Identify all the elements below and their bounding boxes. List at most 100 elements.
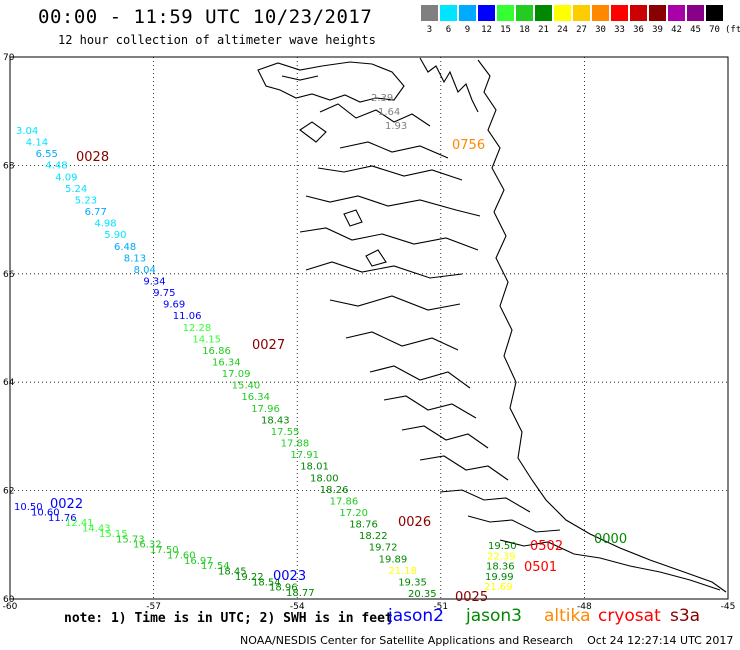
pass-time-label: 0027 [252, 338, 285, 353]
scale-label: 70 [709, 25, 720, 35]
map-frame [9, 56, 729, 600]
wave-height-value: 17.86 [330, 496, 359, 507]
scale-label: 3 [426, 25, 433, 35]
latitude-tick-label: 68 [3, 161, 15, 171]
wave-height-value: 14.43 [82, 524, 111, 535]
scale-label: 24 [557, 25, 568, 35]
wave-height-value: 18.77 [286, 588, 315, 599]
wave-height-value: 19.50 [488, 541, 517, 552]
satellite-legend-s3a: s3a [670, 606, 701, 626]
wave-height-value: 17.91 [290, 450, 319, 461]
wave-height-value: 18.43 [261, 415, 290, 426]
wave-height-value: 18.36 [486, 562, 515, 573]
pass-time-label: 0756 [452, 138, 485, 153]
wave-height-value: 17.55 [271, 427, 300, 438]
wave-height-value: 17.09 [222, 369, 251, 380]
satellite-legend-jason3: jason3 [466, 606, 522, 626]
wave-height-value: 2.39 [371, 93, 393, 104]
scale-swatch [687, 5, 704, 21]
coastline-segment [383, 395, 477, 419]
wave-height-value: 18.96 [269, 583, 298, 594]
wave-height-labels: 3.044.146.554.484.095.245.236.774.985.90… [14, 93, 627, 605]
wave-height-value: 19.89 [379, 554, 408, 565]
coastline-segment [345, 331, 459, 351]
coastline-segment [329, 295, 461, 311]
coastline-segment [305, 261, 463, 279]
wave-height-value: 16.86 [202, 346, 231, 357]
longitude-tick-label: -51 [433, 602, 448, 612]
wave-height-value: 18.45 [218, 567, 247, 578]
scale-label: 36 [633, 25, 644, 35]
coastline-segment [317, 165, 463, 181]
wave-height-value: 15.40 [232, 381, 261, 392]
scale-label: 30 [595, 25, 606, 35]
wave-height-value: 11.76 [48, 513, 77, 524]
wave-height-value: 3.04 [16, 126, 38, 137]
wave-height-value: 17.88 [281, 439, 310, 450]
wave-height-value: 19.72 [369, 543, 398, 554]
satellite-legend-jason2: jason2 [388, 606, 444, 626]
scale-swatch [649, 5, 666, 21]
wave-height-value: 18.22 [359, 531, 388, 542]
coastline-segment [365, 249, 387, 267]
latitude-tick-label: 62 [3, 487, 14, 497]
coastline-segment [477, 59, 727, 593]
wave-height-value: 12.28 [183, 323, 212, 334]
scale-swatch [478, 5, 495, 21]
scale-label: 42 [671, 25, 682, 35]
coastline-segment [299, 227, 479, 251]
wave-height-value: 10.60 [31, 507, 60, 518]
wave-height-value: 4.48 [45, 161, 67, 172]
coastline-segment [281, 75, 319, 81]
coastline-segment [257, 61, 405, 103]
scale-swatch [630, 5, 647, 21]
wave-height-value: 20.35 [408, 589, 437, 600]
wave-height-value: 16.32 [133, 540, 162, 551]
coastline-segment [499, 539, 721, 591]
wave-height-value: 4.09 [55, 172, 77, 183]
pass-time-label: 0028 [76, 150, 109, 165]
longitude-tick-label: -54 [290, 602, 305, 612]
coastline-segment [339, 141, 449, 159]
coastline-segment [419, 57, 479, 113]
coastline-segment [343, 209, 363, 227]
longitude-tick-label: -48 [577, 602, 592, 612]
latitude-tick-label: 70 [3, 53, 15, 63]
wave-height-value: 17.60 [167, 550, 196, 561]
coastline-segment [369, 365, 471, 389]
wave-height-value: 19.35 [398, 577, 427, 588]
footer-timestamp: Oct 24 12:27:14 UTC 2017 [587, 634, 734, 647]
scale-swatch [421, 5, 438, 21]
latitude-tick-label: 60 [3, 595, 15, 605]
wave-height-value: 5.23 [75, 195, 97, 206]
pass-time-label: 0026 [398, 515, 431, 530]
wave-height-value: 6.55 [36, 149, 58, 160]
scale-label: 15 [500, 25, 511, 35]
pass-time-label: 0501 [524, 560, 557, 575]
wave-height-value: 6.77 [85, 207, 107, 218]
scale-swatch [440, 5, 457, 21]
coastline-segment [439, 489, 531, 513]
scale-swatch [611, 5, 628, 21]
scale-label: 45 [690, 25, 701, 35]
satellite-legend-cryosat: cryosat [598, 606, 661, 626]
wave-height-value: 9.69 [163, 300, 185, 311]
wave-height-value: 15.15 [99, 529, 128, 540]
wave-height-value: 16.34 [212, 358, 241, 369]
scale-swatch [706, 5, 723, 21]
scale-label: 9 [464, 25, 471, 35]
scale-label: 33 [614, 25, 625, 35]
wave-height-value: 19.99 [485, 572, 514, 583]
scale-swatch [573, 5, 590, 21]
coastline-segment [419, 455, 509, 481]
wave-height-value: 9.75 [153, 288, 175, 299]
wave-height-value: 18.76 [349, 520, 378, 531]
satellite-legend-altika: altika [544, 606, 591, 626]
scale-swatch [459, 5, 476, 21]
scale-label: 39 [652, 25, 663, 35]
coastline-segment [319, 103, 431, 127]
greenland-coastline [257, 57, 727, 593]
wave-height-value: 10.50 [14, 502, 43, 513]
pass-time-label: 0023 [273, 569, 306, 584]
map-grid: -60 -57 -54 -51 -48 -45 70 68 66 64 62 60 [3, 53, 736, 612]
